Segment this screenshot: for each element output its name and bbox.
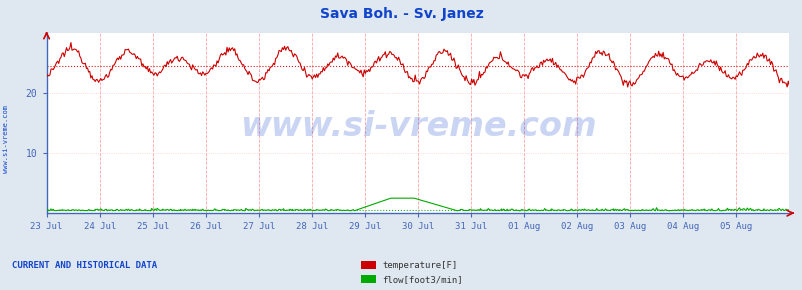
Text: temperature[F]: temperature[F]: [382, 261, 457, 270]
Text: CURRENT AND HISTORICAL DATA: CURRENT AND HISTORICAL DATA: [12, 261, 157, 270]
Text: www.si-vreme.com: www.si-vreme.com: [2, 105, 9, 173]
Text: Sava Boh. - Sv. Janez: Sava Boh. - Sv. Janez: [319, 7, 483, 21]
Text: flow[foot3/min]: flow[foot3/min]: [382, 275, 462, 284]
Text: www.si-vreme.com: www.si-vreme.com: [239, 110, 596, 143]
